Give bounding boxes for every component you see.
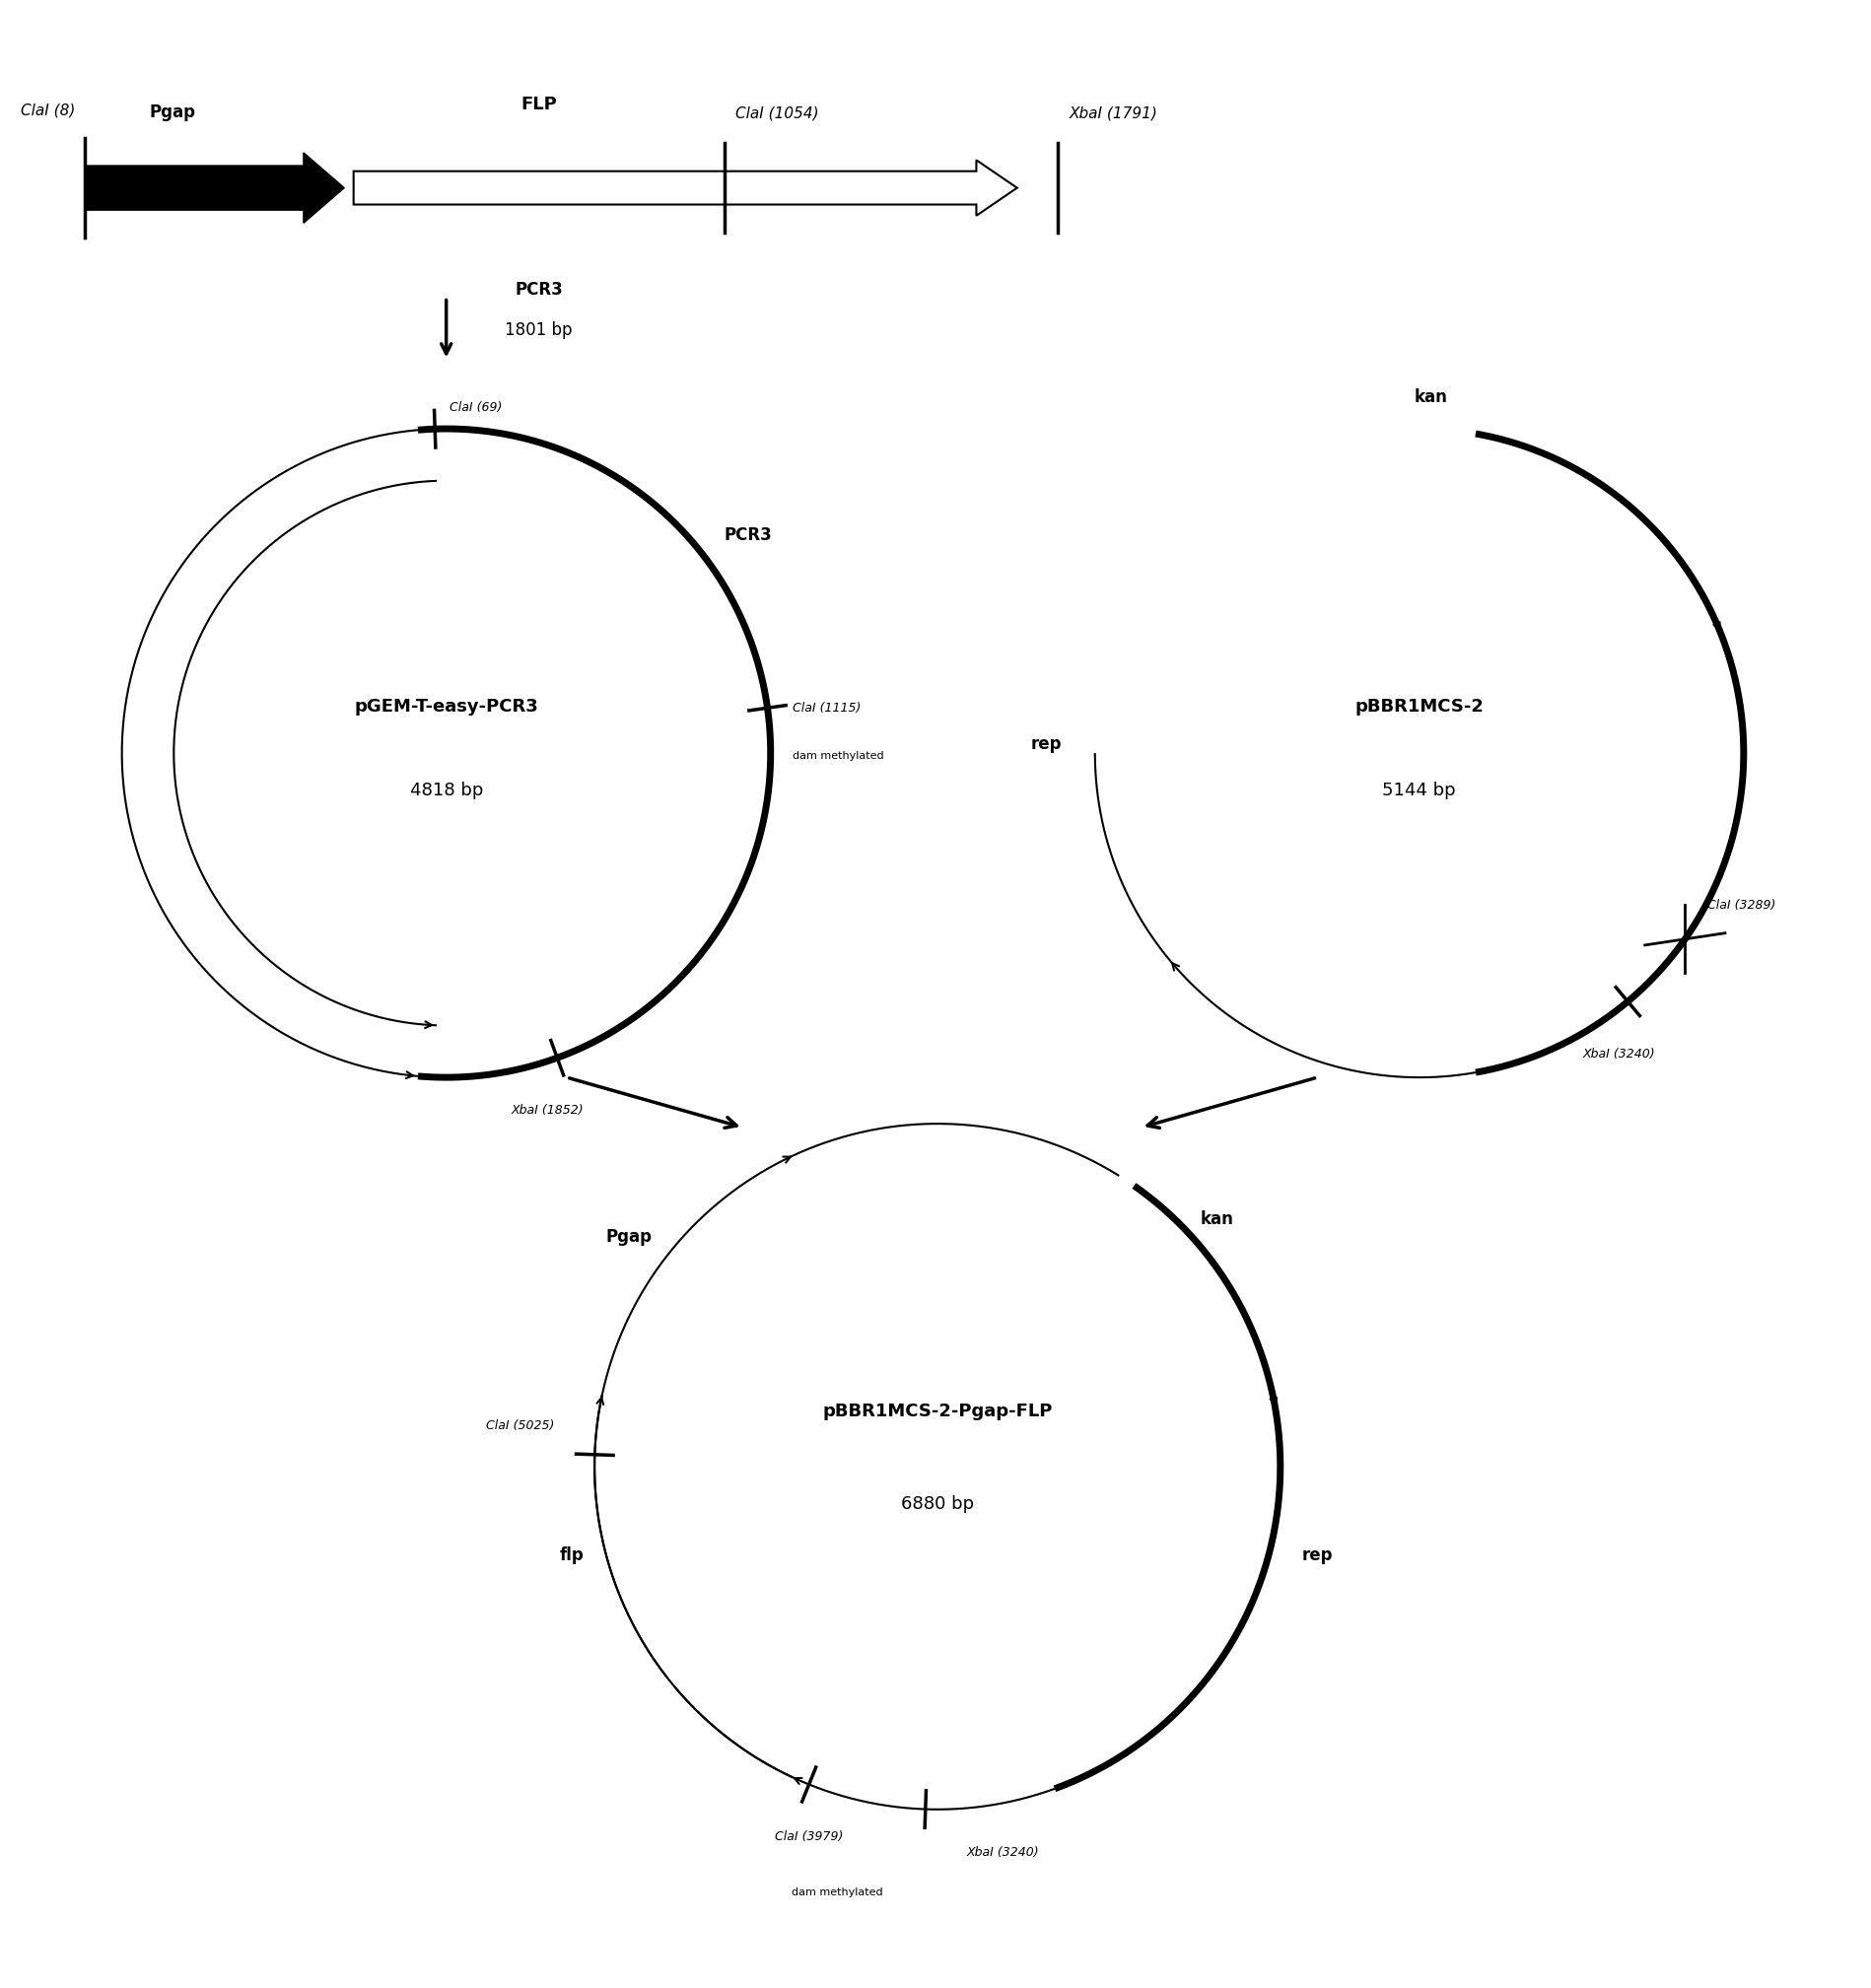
Text: 5144 bp: 5144 bp [1383, 781, 1456, 799]
Text: 6880 bp: 6880 bp [900, 1495, 975, 1513]
Text: rep: rep [1031, 736, 1061, 753]
Text: Pgap: Pgap [606, 1229, 653, 1246]
Text: pBBR1MCS-2: pBBR1MCS-2 [1355, 698, 1484, 716]
Text: Pgap: Pgap [150, 103, 196, 121]
Text: ClaI (1054): ClaI (1054) [735, 107, 819, 121]
Text: kan: kan [1199, 1211, 1233, 1229]
Text: pBBR1MCS-2-Pgap-FLP: pBBR1MCS-2-Pgap-FLP [823, 1402, 1053, 1419]
Text: pGEM-T-easy-PCR3: pGEM-T-easy-PCR3 [354, 698, 539, 716]
FancyArrow shape [354, 161, 1018, 215]
Text: XbaI (3240): XbaI (3240) [1583, 1048, 1654, 1062]
Text: ClaI (69): ClaI (69) [449, 402, 503, 414]
Text: 4818 bp: 4818 bp [410, 781, 483, 799]
Text: ClaI (1115): ClaI (1115) [793, 702, 861, 714]
Text: XbaI (1791): XbaI (1791) [1068, 107, 1158, 121]
Text: flp: flp [559, 1547, 584, 1565]
FancyArrow shape [84, 153, 344, 223]
Text: ClaI (5025): ClaI (5025) [486, 1419, 554, 1433]
Text: PCR3: PCR3 [724, 527, 773, 545]
Text: kan: kan [1414, 388, 1448, 406]
Text: XbaI (3240): XbaI (3240) [965, 1847, 1038, 1859]
Text: ClaI (8): ClaI (8) [21, 103, 75, 117]
Text: dam methylated: dam methylated [793, 751, 885, 761]
Text: XbaI (1852): XbaI (1852) [511, 1103, 584, 1117]
Text: rep: rep [1302, 1547, 1332, 1565]
Text: ClaI (3979): ClaI (3979) [775, 1831, 844, 1843]
Text: FLP: FLP [520, 95, 558, 113]
Text: PCR3: PCR3 [515, 280, 563, 298]
Text: ClaI (3289): ClaI (3289) [1706, 899, 1776, 911]
Text: 1801 bp: 1801 bp [505, 322, 573, 340]
Text: dam methylated: dam methylated [791, 1887, 883, 1897]
